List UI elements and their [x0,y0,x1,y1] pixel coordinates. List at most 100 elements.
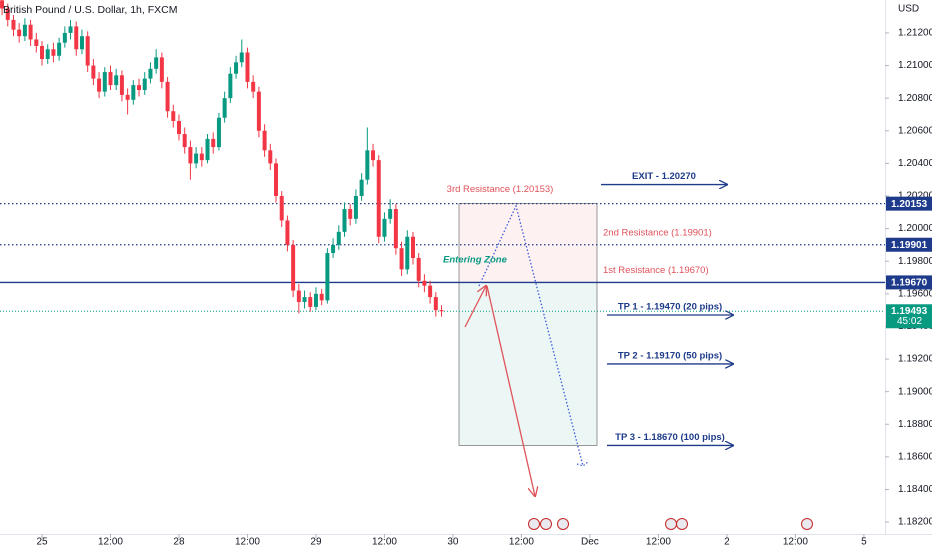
candle-body [62,32,67,43]
candle-body [308,297,313,307]
candle-body [302,297,307,302]
y-tick-label: 1.20600 [898,125,932,136]
candle-body [114,75,119,86]
candle-body [97,78,102,92]
candle-body [22,24,27,37]
candle-body [0,0,5,9]
candle-body [331,244,336,254]
candle-body [45,49,50,60]
candle-body [262,130,267,151]
candle-body [388,209,393,219]
current-price-box [886,304,932,329]
y-tick-label: 1.19600 [898,288,932,299]
drop-arrow [486,285,535,496]
chart-title: British Pound / U.S. Dollar, 1h, FXCM [3,4,177,16]
x-tick-label: 12:00 [783,537,808,548]
y-tick-label: 1.18800 [898,419,932,430]
candle-body [428,285,433,298]
y-tick-label: 1.19000 [898,386,932,397]
projection-path [478,204,584,467]
x-tick-label: 29 [310,537,322,548]
x-tick-label: 5 [861,537,867,548]
countdown: 45:02 [897,316,922,327]
candle-body [353,195,358,219]
candle-body [422,280,427,286]
x-tick-label: 12:00 [235,537,260,548]
y-tick-label: 1.21200 [898,28,932,39]
candle-body [291,244,296,291]
candle-body [57,42,62,56]
candle-body [336,231,341,245]
x-tick-label: 12:00 [509,537,534,548]
candle-body [154,57,159,69]
y-tick-label: 1.20800 [898,93,932,104]
candle-body [439,310,444,312]
x-tick-label: 12:00 [372,537,397,548]
event-icons [528,518,813,530]
candle-body [131,85,136,100]
candle-body [228,73,233,99]
zone-label: Entering Zone [443,255,508,266]
level-price-label: 1.19670 [891,278,928,289]
candle-body [102,72,107,92]
candle-body [342,209,347,232]
candle-body [79,36,84,50]
candle-body [410,236,415,258]
candle-body [405,236,410,270]
candle-body [256,91,261,131]
level-label: 1st Resistance (1.19670) [603,265,709,276]
candle-body [205,138,210,161]
candle-body [194,153,199,164]
candle-body [74,26,79,50]
level-price-box [886,275,932,290]
candle-body [17,29,22,37]
plot-area [0,0,885,446]
candle-body [239,52,244,63]
x-tick-label: Dec [581,537,599,548]
candle-body [382,218,387,237]
candle-body [325,253,330,301]
candle-body [365,150,370,180]
y-tick-label: 1.20400 [898,158,932,169]
candle-body [108,72,113,86]
y-tick-label: 1.19200 [898,354,932,365]
candle-body [165,81,170,112]
candle-body [279,195,284,221]
y-tick-label: 1.20200 [898,191,932,202]
current-price-label: 1.19493 [891,306,928,317]
y-tick-label: 1.18200 [898,517,932,528]
candle-body [182,134,187,148]
candle-body [399,248,404,270]
candle-body [234,62,239,74]
candle-body [34,39,39,46]
level-price-label: 1.19901 [891,240,928,251]
y-tick-label: 1.19800 [898,256,932,267]
y-tick-label: 1.21000 [898,60,932,71]
x-tick-label: 30 [447,537,459,548]
candle-body [274,163,279,196]
candle-body [68,26,73,33]
x-tick-label: 2 [724,537,730,548]
currency: USD [898,4,919,15]
candle-body [28,24,33,40]
candle-body [137,85,142,91]
x-tick-label: 25 [36,537,48,548]
candle-body [188,147,193,164]
x-tick-label: 12:00 [98,537,123,548]
candle-body [296,290,301,302]
candle-body [216,117,221,148]
candle-body [359,179,364,196]
candle-body [348,209,353,219]
candle-body [11,19,16,30]
candle-body [211,138,216,148]
candle-body [171,111,176,121]
candle-body [40,45,45,60]
candle-body [51,49,56,56]
entry-arrow [464,286,486,328]
candle-body [91,65,96,79]
candle-body [371,150,376,161]
candle-body [142,78,147,91]
candle-body [313,293,318,307]
